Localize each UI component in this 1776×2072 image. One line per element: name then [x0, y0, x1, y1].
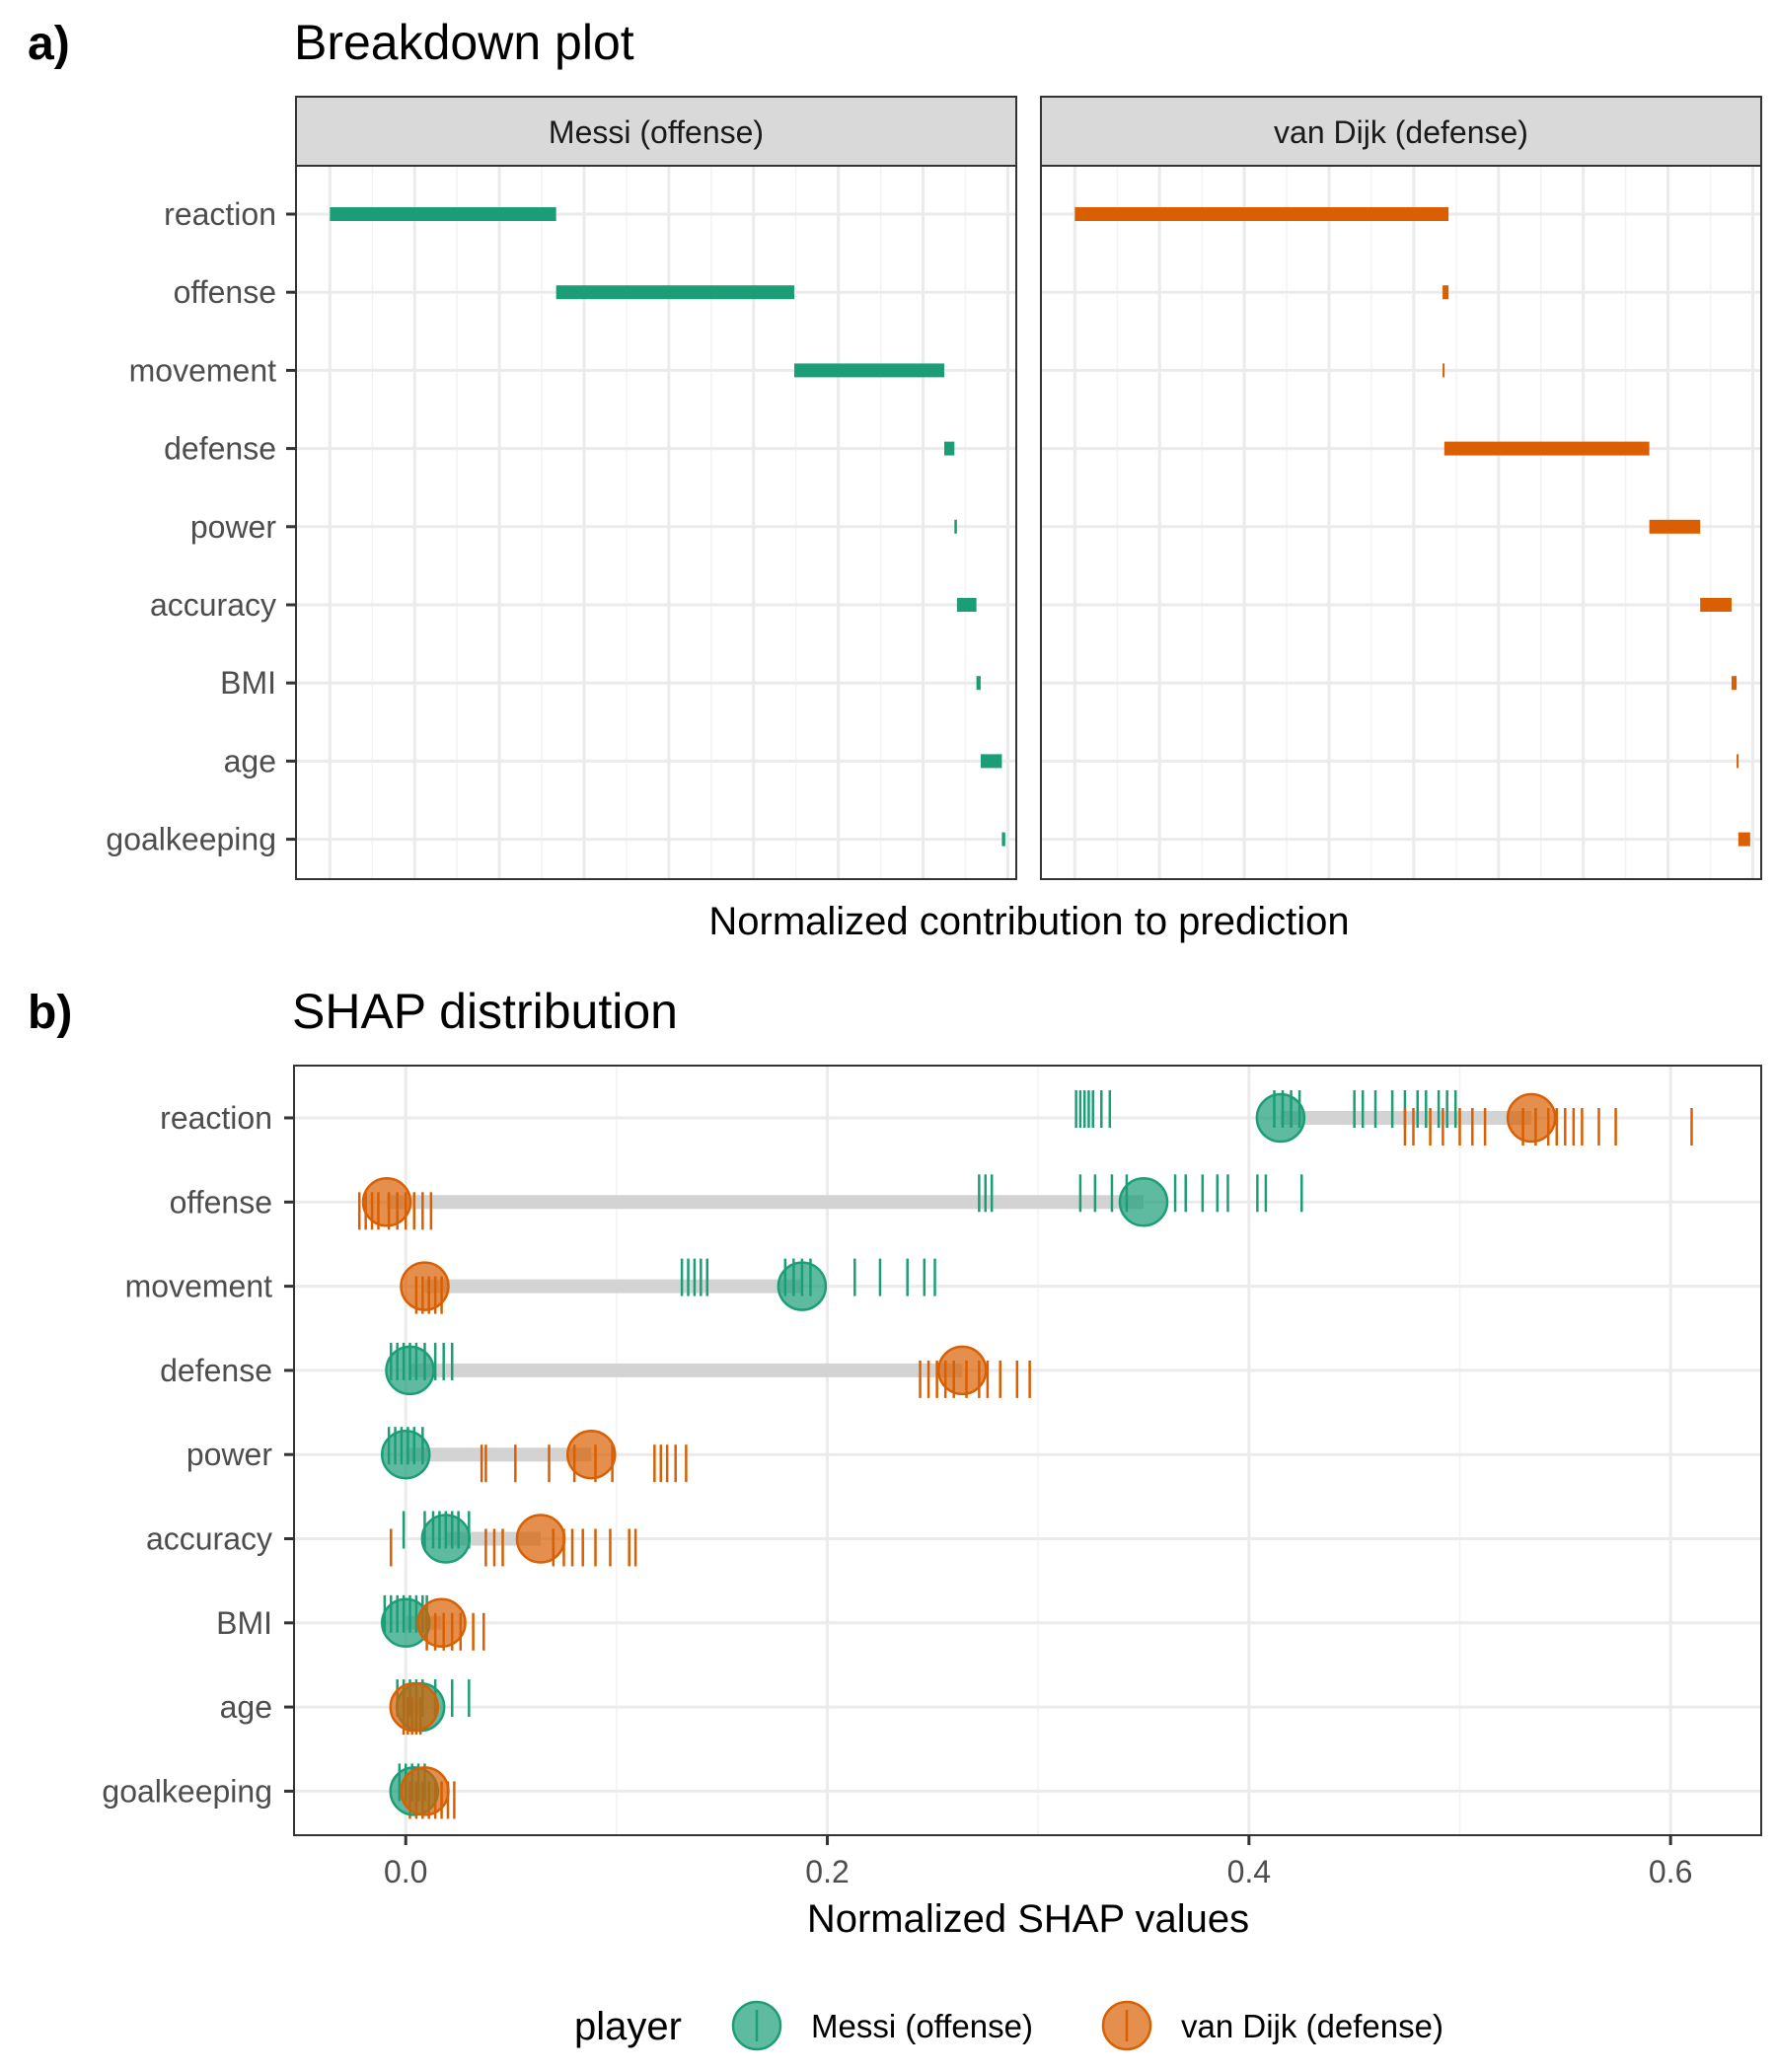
panel-b-title: SHAP distribution: [292, 984, 678, 1039]
breakdown-bar-defense: [1443, 441, 1650, 456]
x-tick-label: 0.0: [384, 1854, 427, 1889]
panel-a-letter: a): [28, 18, 70, 70]
y-tick-label-defense: defense: [164, 431, 276, 467]
legend-key-messi: [731, 2000, 782, 2051]
point-accuracy-messi-offense: [420, 1514, 472, 1564]
point-goalkeeping-van-dijk-defense: [400, 1766, 450, 1816]
y-tick-label-goalkeeping: goalkeeping: [102, 1773, 272, 1809]
y-tick-label-accuracy: accuracy: [146, 1521, 272, 1557]
facet-grid-messi: [296, 166, 1016, 879]
legend-title: player: [574, 2005, 682, 2048]
breakdown-bar-reaction: [1074, 207, 1449, 221]
y-tick-label-offense: offense: [174, 274, 276, 310]
legend-label-messi: Messi (offense): [811, 2008, 1033, 2044]
breakdown-bar-age: [1737, 754, 1739, 769]
y-tick-label-accuracy: accuracy: [150, 587, 276, 623]
breakdown-bar-movement: [1443, 363, 1445, 378]
point-age-van-dijk-defense: [389, 1681, 440, 1733]
breakdown-bar-accuracy: [956, 598, 977, 612]
facet-label-messi: Messi (offense): [549, 114, 764, 150]
point-movement-van-dijk-defense: [400, 1261, 450, 1311]
breakdown-bar-accuracy: [1700, 598, 1732, 612]
facet-vandijk: van Dijk (defense): [1040, 96, 1762, 880]
point-bmi-van-dijk-defense: [416, 1597, 467, 1649]
point-power-messi-offense: [380, 1429, 431, 1480]
x-tick-label: 0.2: [805, 1854, 849, 1889]
breakdown-plot: Messi (offense) van Dijk (defense) react…: [106, 96, 1762, 943]
breakdown-bar-goalkeeping: [1738, 832, 1750, 847]
y-tick-label-reaction: reaction: [164, 196, 276, 232]
shap-distribution-plot: reaction offense movement defense power accur…: [102, 1065, 1762, 1941]
breakdown-bar-power: [954, 519, 957, 534]
point-offense-messi-offense: [1118, 1177, 1169, 1227]
y-tick-label-age: age: [220, 1689, 272, 1725]
point-accuracy-van-dijk-defense: [515, 1514, 566, 1564]
breakdown-bar-offense: [1443, 285, 1449, 300]
breakdown-bar-offense: [555, 285, 794, 300]
y-tick-label-movement: movement: [125, 1269, 273, 1304]
y-tick-label-bmi: BMI: [216, 1605, 272, 1641]
shap-y-axis: reaction offense movement defense power accur…: [102, 1100, 294, 1809]
facet-border-messi: [295, 165, 1017, 880]
y-tick-label-bmi: BMI: [220, 665, 276, 701]
x-tick-label: 0.6: [1649, 1854, 1692, 1889]
breakdown-bar-reaction: [330, 207, 556, 221]
breakdown-bars-messi: [330, 207, 1005, 847]
shap-x-axis: 0.0 0.2 0.4 0.6: [384, 1835, 1692, 1889]
panel-a-title: Breakdown plot: [294, 15, 634, 70]
facet-label-vandijk: van Dijk (defense): [1274, 114, 1528, 150]
breakdown-bar-defense: [944, 441, 955, 456]
breakdown-bar-bmi: [1731, 676, 1738, 691]
point-reaction-van-dijk-defense: [1506, 1092, 1557, 1144]
y-tick-label-age: age: [224, 743, 276, 778]
breakdown-bar-movement: [793, 363, 944, 378]
point-defense-messi-offense: [385, 1345, 435, 1396]
breakdown-bar-bmi: [976, 676, 981, 691]
legend-key-vandijk: [1101, 2000, 1152, 2051]
breakdown-bar-power: [1649, 519, 1701, 534]
shap-points: [361, 1092, 1557, 1816]
point-defense-van-dijk-defense: [937, 1345, 988, 1396]
point-movement-messi-offense: [777, 1261, 828, 1311]
breakdown-x-axis-title: Normalized contribution to prediction: [708, 900, 1349, 943]
y-tick-label-movement: movement: [129, 352, 277, 388]
breakdown-bars-vandijk: [1074, 207, 1750, 847]
facet-strip-messi: [295, 96, 1017, 167]
y-tick-label-offense: offense: [170, 1184, 272, 1220]
point-power-van-dijk-defense: [565, 1429, 617, 1480]
y-tick-label-defense: defense: [160, 1353, 272, 1388]
panel-b-letter: b): [28, 987, 72, 1039]
y-tick-label-power: power: [190, 509, 277, 545]
breakdown-y-axis: reaction offense movement defense power accur…: [106, 196, 296, 857]
facet-strip-vandijk: [1040, 96, 1762, 167]
facet-panel-messi: [296, 166, 1016, 879]
point-reaction-messi-offense: [1255, 1092, 1306, 1144]
facet-border-vandijk: [1040, 165, 1762, 880]
point-offense-van-dijk-defense: [361, 1177, 412, 1227]
legend: player Messi (offense) van Dijk (defense…: [574, 2000, 1443, 2051]
legend-label-vandijk: van Dijk (defense): [1181, 2008, 1443, 2044]
shap-panel-border: [293, 1065, 1762, 1836]
breakdown-bar-age: [980, 754, 1002, 769]
x-tick-label: 0.4: [1227, 1854, 1271, 1889]
facet-messi: Messi (offense): [295, 96, 1017, 880]
y-tick-label-goalkeeping: goalkeeping: [106, 822, 276, 857]
y-tick-label-reaction: reaction: [160, 1100, 272, 1136]
breakdown-bar-goalkeeping: [1001, 832, 1005, 847]
shap-x-axis-title: Normalized SHAP values: [807, 1897, 1249, 1941]
y-tick-label-power: power: [186, 1437, 273, 1472]
